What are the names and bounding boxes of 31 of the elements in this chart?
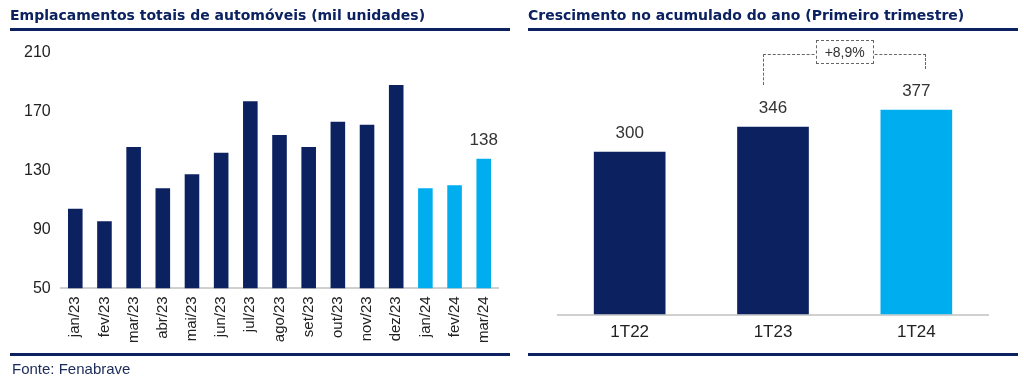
- y-tick-label: 90: [32, 219, 51, 237]
- source-note: Fonte: Fenabrave: [12, 360, 131, 377]
- x-tick-label: out/23: [328, 296, 345, 339]
- x-tick-label: jan/24: [415, 296, 433, 339]
- x-tick-label: 1T23: [753, 322, 793, 342]
- x-tick-label: fev/23: [94, 296, 112, 338]
- data-label: 138: [469, 129, 498, 149]
- y-tick-label: 130: [23, 160, 51, 178]
- x-tick-label: jun/23: [211, 296, 229, 339]
- data-label: 300: [615, 122, 644, 142]
- data-label: 346: [758, 97, 788, 117]
- text: +8,9%: [815, 39, 874, 64]
- x-tick-label: jan/23: [65, 296, 83, 339]
- data-label: 377: [902, 81, 931, 100]
- x-tick-label: mar/23: [123, 296, 141, 343]
- x-tick-label: set/23: [298, 296, 316, 338]
- x-tick-label: 1T24: [896, 322, 936, 342]
- x-tick-label: ago/23: [269, 296, 287, 343]
- x-tick-label: mai/23: [182, 296, 200, 342]
- chart-title: Emplacamentos totais de automóveis (mil unidades): [10, 0, 510, 31]
- x-tick-label: jul/23: [240, 296, 258, 334]
- y-tick-label: 210: [23, 43, 51, 61]
- x-tick-label: 1T22: [610, 322, 650, 342]
- x-tick-label: fev/24: [444, 296, 462, 338]
- x-tick-label: mar/24: [473, 296, 491, 343]
- x-tick-label: nov/23: [357, 296, 375, 342]
- y-tick-label: 50: [32, 278, 51, 296]
- y-tick-label: 170: [23, 101, 51, 119]
- chart-title: Crescimento no acumulado do ano (Primeiro trimestre): [528, 0, 1018, 31]
- x-tick-label: dez/23: [386, 296, 404, 342]
- x-tick-label: abr/23: [152, 296, 170, 339]
